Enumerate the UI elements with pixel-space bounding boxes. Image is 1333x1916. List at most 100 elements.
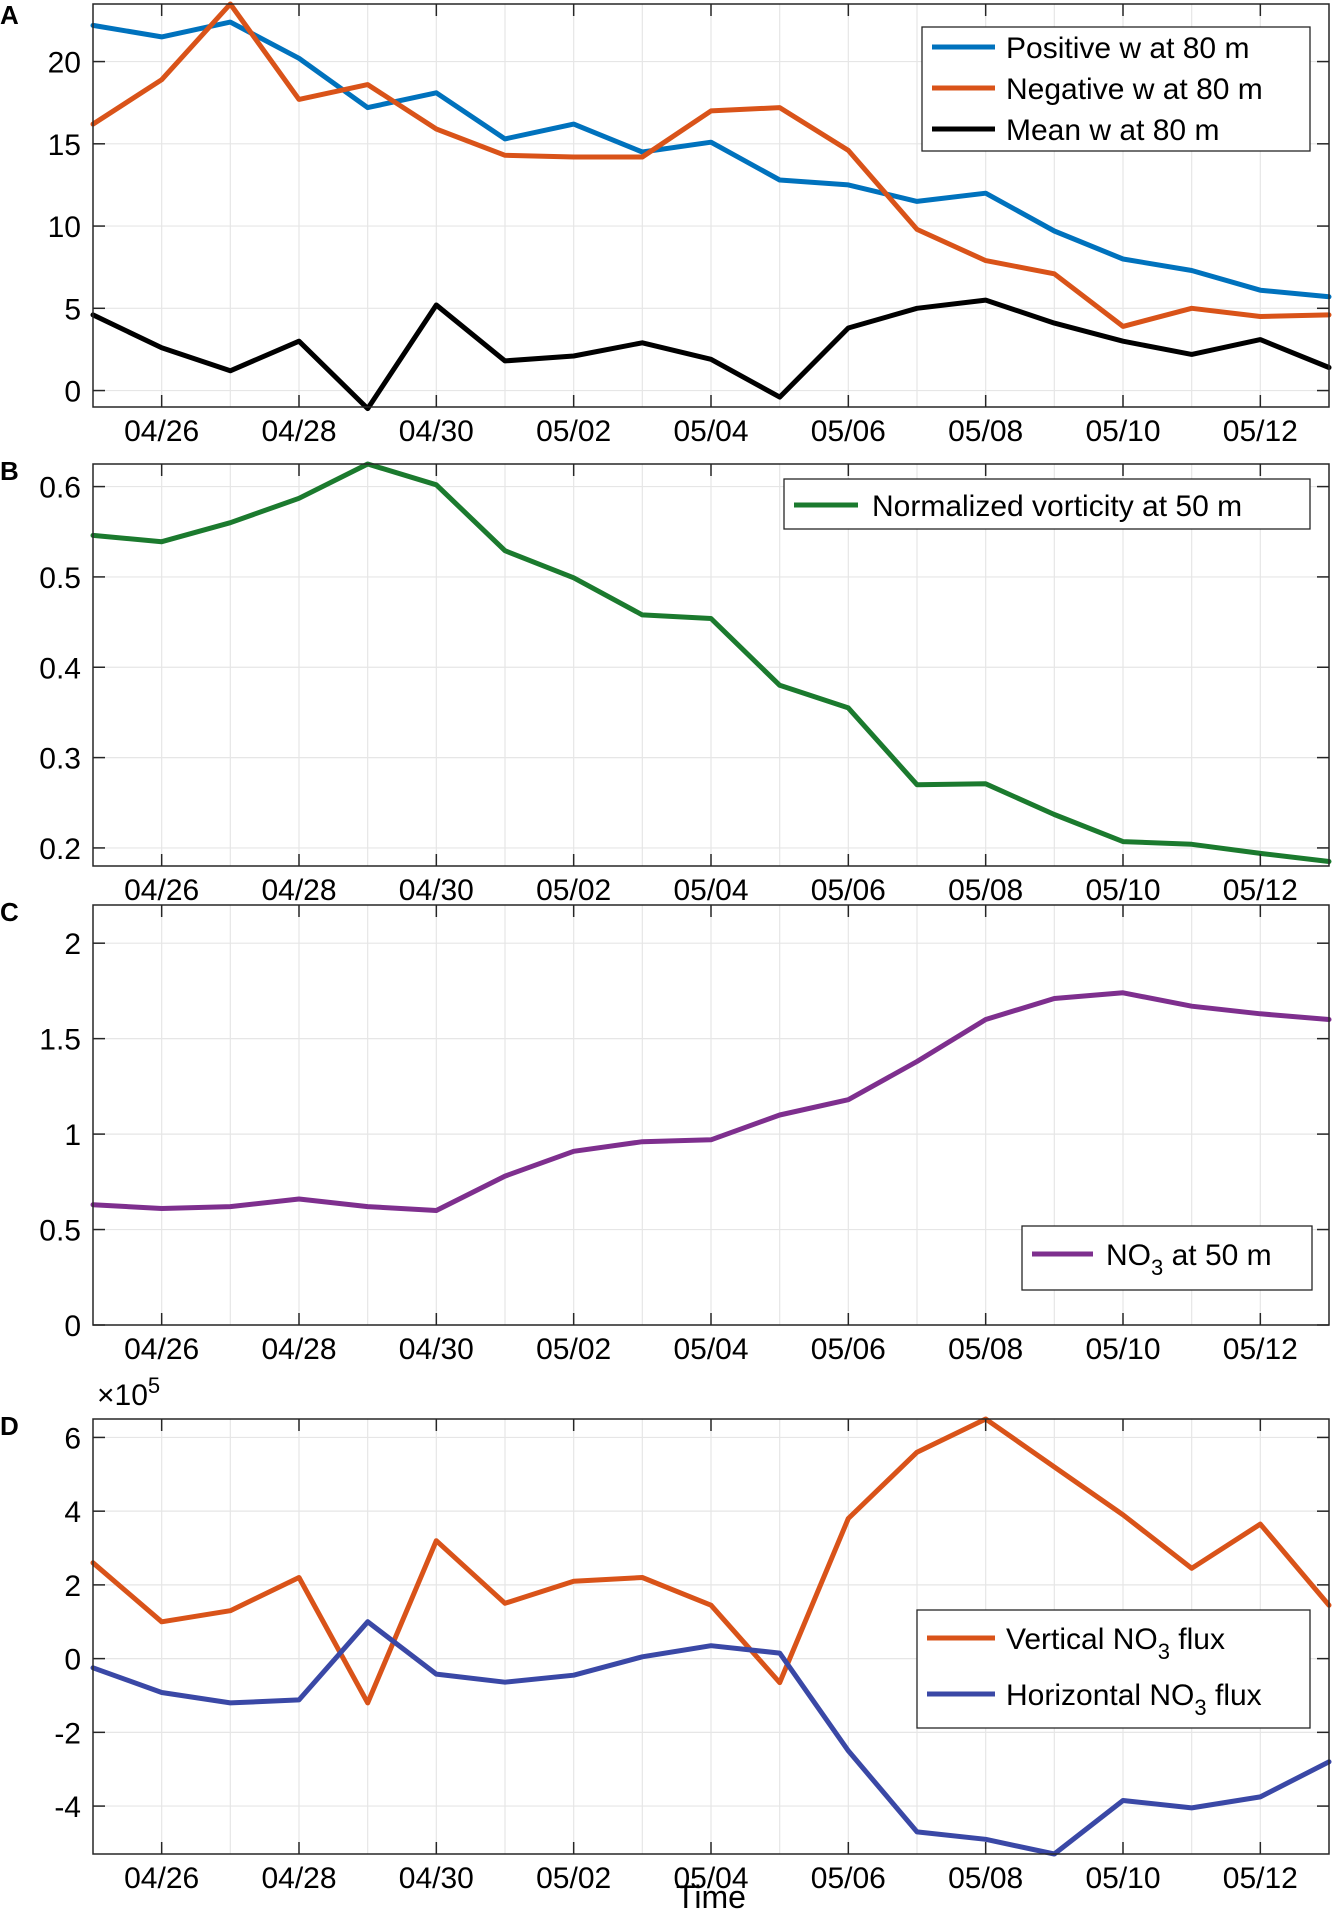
y-multiplier-base: ×10 <box>97 1379 148 1412</box>
legend-entry: Horizontal NO3 flux <box>1006 1679 1262 1720</box>
legend: Normalized vorticity at 50 m <box>783 478 1311 530</box>
x-tick-label: 05/08 <box>948 1333 1023 1366</box>
legend-entry: Negative w at 80 m <box>1006 73 1263 106</box>
y-tick-label: -4 <box>54 1791 81 1824</box>
y-tick-label: 0 <box>64 1310 81 1343</box>
x-tick-label: 05/08 <box>948 415 1023 448</box>
x-tick-label: 05/08 <box>948 1862 1023 1895</box>
y-tick-label: 6 <box>64 1422 81 1455</box>
y-tick-label: 1.5 <box>39 1024 81 1057</box>
y-tick-label: 0.4 <box>39 652 81 685</box>
legend-text-rest: flux <box>1207 1679 1262 1712</box>
x-tick-label: 05/04 <box>673 874 748 907</box>
legend-text-rest: at 50 m <box>1163 1239 1271 1272</box>
y-tick-label: 10 <box>48 211 81 244</box>
legend: NO3 at 50 m <box>1021 1225 1313 1291</box>
panel-C: 0 0.5 1 1.5 2 04/26 04/28 04/30 05/02 05/04 05/06 0… <box>0 897 1332 1366</box>
panel-B: 0.2 0.3 0.4 0.5 0.6 04/26 04/28 04/30 05/02 05/04… <box>0 456 1332 907</box>
legend-entry: Normalized vorticity at 50 m <box>872 490 1242 523</box>
x-tick-label: 05/08 <box>948 874 1023 907</box>
x-tick-label: 04/26 <box>124 1862 199 1895</box>
x-tick-label: 05/02 <box>536 1862 611 1895</box>
panel-letter: C <box>0 897 19 927</box>
x-tick-label: 05/02 <box>536 415 611 448</box>
series-line-C-0 <box>90 990 1332 1213</box>
x-tick-label: 04/30 <box>399 415 474 448</box>
legend-text-subscript: 3 <box>1158 1639 1170 1664</box>
legend-text-base: Vertical NO <box>1006 1623 1158 1656</box>
series-line-A-0 <box>90 19 1332 300</box>
x-tick-label: 05/06 <box>811 874 886 907</box>
y-tick-label: 0 <box>64 376 81 409</box>
legend-entry: Positive w at 80 m <box>1006 32 1249 65</box>
y-tick-label: 4 <box>64 1496 81 1529</box>
x-tick-label: 05/04 <box>673 1333 748 1366</box>
legend-entry: Vertical NO3 flux <box>1006 1623 1225 1664</box>
series-line-D-1 <box>90 1619 1332 1857</box>
x-tick-label: 04/28 <box>261 1333 336 1366</box>
y-multiplier: ×105 <box>97 1373 160 1412</box>
x-tick-label: 04/26 <box>124 874 199 907</box>
legend-entry: NO3 at 50 m <box>1106 1239 1272 1280</box>
y-tick-label: 0.6 <box>39 472 81 505</box>
legend-box <box>916 1609 1311 1729</box>
y-tick-label: 0.3 <box>39 743 81 776</box>
legend-text-subscript: 3 <box>1151 1255 1163 1280</box>
panel-A: 0 5 10 15 20 04/26 04/28 04/30 05/02 05/04 05/06 05… <box>0 0 1332 448</box>
x-tick-label: 05/06 <box>811 1862 886 1895</box>
x-tick-label: 05/06 <box>811 1333 886 1366</box>
legend-text-base: NO <box>1106 1239 1151 1272</box>
x-tick-label: 05/04 <box>673 415 748 448</box>
y-tick-label: 20 <box>48 47 81 80</box>
legend-text-rest: flux <box>1170 1623 1225 1656</box>
y-multiplier-exponent: 5 <box>148 1373 160 1398</box>
series-line-D-0 <box>90 1416 1332 1706</box>
x-tick-label: 05/04 <box>673 1862 748 1895</box>
y-tick-label: 0.5 <box>39 1215 81 1248</box>
panel-D: -4 -2 0 2 4 6 04/26 04/28 04/30 05/02 05/04 05/06 05… <box>0 1373 1332 1895</box>
legend-box <box>783 478 1311 530</box>
y-tick-label: -2 <box>54 1717 81 1750</box>
legend-entry: Mean w at 80 m <box>1006 114 1219 147</box>
y-tick-label: 0 <box>64 1644 81 1677</box>
legend-box <box>1021 1225 1313 1291</box>
x-tick-label: 05/10 <box>1085 1862 1160 1895</box>
panel-letter: B <box>0 456 19 486</box>
x-tick-label: 05/10 <box>1085 1333 1160 1366</box>
x-tick-label: 05/12 <box>1223 874 1298 907</box>
x-tick-label: 04/30 <box>399 1862 474 1895</box>
legend: Positive w at 80 m Negative w at 80 m Mean… <box>921 26 1311 152</box>
x-tick-label: 04/28 <box>261 1862 336 1895</box>
series-line-A-2 <box>90 297 1332 412</box>
x-axis-label: Time <box>676 1879 746 1915</box>
y-tick-label: 2 <box>64 1570 81 1603</box>
x-tick-label: 04/26 <box>124 1333 199 1366</box>
legend-text-base: Horizontal NO <box>1006 1679 1194 1712</box>
x-tick-label: 05/10 <box>1085 415 1160 448</box>
x-tick-label: 04/26 <box>124 415 199 448</box>
legend-text-subscript: 3 <box>1194 1695 1206 1720</box>
x-tick-label: 05/06 <box>811 415 886 448</box>
x-tick-label: 05/12 <box>1223 1862 1298 1895</box>
x-tick-label: 04/28 <box>261 874 336 907</box>
y-tick-label: 0.5 <box>39 562 81 595</box>
x-tick-label: 05/02 <box>536 874 611 907</box>
x-tick-label: 04/30 <box>399 1333 474 1366</box>
series-line-A-1 <box>90 1 1332 329</box>
x-tick-label: 04/30 <box>399 874 474 907</box>
x-tick-label: 05/12 <box>1223 1333 1298 1366</box>
x-tick-label: 05/10 <box>1085 874 1160 907</box>
panel-letter: D <box>0 1411 19 1441</box>
x-tick-label: 05/02 <box>536 1333 611 1366</box>
y-tick-label: 1 <box>64 1119 81 1152</box>
x-tick-label: 04/28 <box>261 415 336 448</box>
series-line-B-0 <box>90 461 1332 864</box>
y-tick-label: 5 <box>64 293 81 326</box>
y-tick-label: 2 <box>64 928 81 961</box>
y-tick-label: 0.2 <box>39 833 81 866</box>
panel-letter: A <box>0 0 19 30</box>
y-tick-label: 15 <box>48 129 81 162</box>
x-tick-label: 05/12 <box>1223 415 1298 448</box>
